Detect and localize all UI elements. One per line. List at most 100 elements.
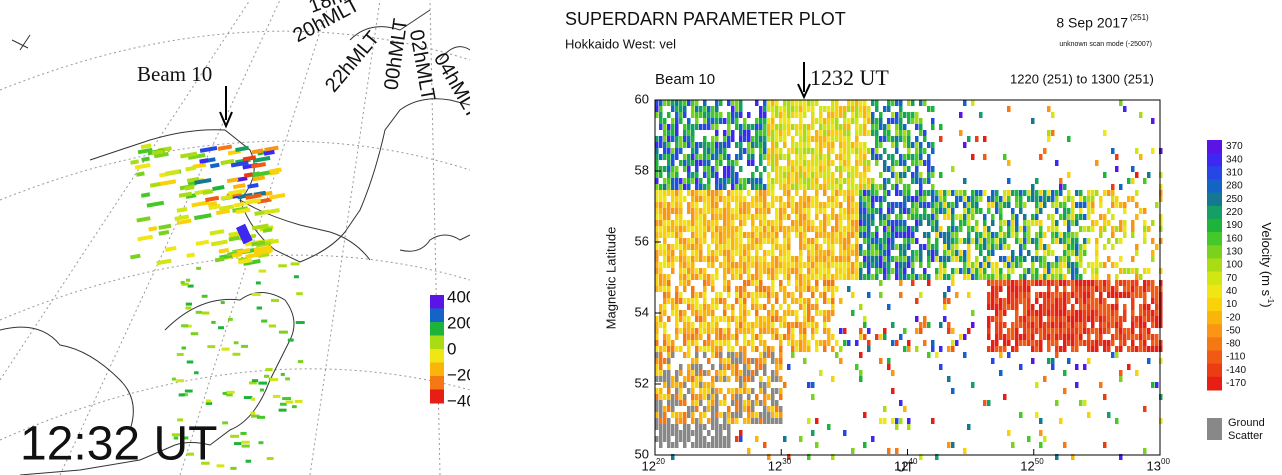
- cell: [663, 142, 667, 148]
- cell: [931, 418, 935, 424]
- cell: [1127, 346, 1131, 352]
- cell: [767, 172, 771, 178]
- cell: [883, 232, 887, 238]
- cell: [887, 214, 891, 220]
- cell: [1055, 268, 1059, 274]
- cell: [699, 178, 703, 184]
- cell: [1107, 256, 1111, 262]
- cell: [755, 136, 759, 142]
- cell: [1087, 226, 1091, 232]
- cell: [679, 232, 683, 238]
- cell: [883, 160, 887, 166]
- cell: [767, 406, 771, 412]
- cell: [695, 244, 699, 250]
- cell: [743, 178, 747, 184]
- cell: [687, 202, 691, 208]
- cell: [1007, 202, 1011, 208]
- cell: [1023, 268, 1027, 274]
- cell: [895, 142, 899, 148]
- cell: [751, 124, 755, 130]
- cell: [1123, 280, 1127, 286]
- cell: [1107, 292, 1111, 298]
- cell: [1135, 214, 1139, 220]
- cell: [787, 148, 791, 154]
- cell: [667, 286, 671, 292]
- cell: [799, 220, 803, 226]
- cell: [755, 316, 759, 322]
- colorbar-title-end: ): [1259, 303, 1274, 307]
- cell: [751, 136, 755, 142]
- cell: [691, 304, 695, 310]
- cell: [1115, 352, 1119, 358]
- cell: [1087, 214, 1091, 220]
- cell: [771, 178, 775, 184]
- cell: [1047, 262, 1051, 268]
- beam-label: Beam 10: [137, 62, 212, 86]
- cell: [739, 292, 743, 298]
- cell: [843, 154, 847, 160]
- colorbar-swatch: [1207, 258, 1222, 272]
- cell: [675, 382, 679, 388]
- cell: [1123, 304, 1127, 310]
- cell: [675, 388, 679, 394]
- cell: [703, 274, 707, 280]
- cell: [1027, 250, 1031, 256]
- cell: [683, 100, 687, 106]
- cell: [987, 232, 991, 238]
- cell: [847, 166, 851, 172]
- cell: [1051, 364, 1055, 370]
- cell: [695, 436, 699, 442]
- cell: [903, 196, 907, 202]
- cell: [1063, 310, 1067, 316]
- echo: [181, 281, 185, 284]
- echo: [227, 177, 239, 183]
- echo: [226, 391, 234, 394]
- cell: [663, 250, 667, 256]
- cell: [731, 418, 735, 424]
- cell: [771, 352, 775, 358]
- cell: [755, 184, 759, 190]
- cell: [1019, 412, 1023, 418]
- cell: [787, 100, 791, 106]
- cell: [671, 394, 675, 400]
- cell: [863, 214, 867, 220]
- cell: [659, 226, 663, 232]
- cell: [767, 262, 771, 268]
- cell: [703, 298, 707, 304]
- cell: [1035, 280, 1039, 286]
- cell: [1055, 340, 1059, 346]
- cell: [735, 112, 739, 118]
- cell: [907, 190, 911, 196]
- cell: [907, 166, 911, 172]
- cell: [895, 214, 899, 220]
- cell: [695, 154, 699, 160]
- cell: [1015, 334, 1019, 340]
- cell: [935, 208, 939, 214]
- cell: [819, 292, 823, 298]
- cell: [847, 250, 851, 256]
- cell: [683, 424, 687, 430]
- cell: [1083, 322, 1087, 328]
- cell: [931, 196, 935, 202]
- cell: [795, 340, 799, 346]
- cell: [683, 166, 687, 172]
- echo: [247, 183, 259, 189]
- cell: [899, 154, 903, 160]
- cell: [1007, 286, 1011, 292]
- cell: [731, 178, 735, 184]
- cell: [899, 226, 903, 232]
- cell: [807, 250, 811, 256]
- cell: [1007, 232, 1011, 238]
- cell: [999, 244, 1003, 250]
- cell: [683, 394, 687, 400]
- cell: [655, 352, 659, 358]
- cell: [655, 100, 659, 106]
- cell: [823, 124, 827, 130]
- cell: [743, 136, 747, 142]
- cell: [1051, 280, 1055, 286]
- cell: [827, 340, 831, 346]
- cell: [743, 268, 747, 274]
- cell: [695, 364, 699, 370]
- cell: [671, 400, 675, 406]
- cell: [687, 262, 691, 268]
